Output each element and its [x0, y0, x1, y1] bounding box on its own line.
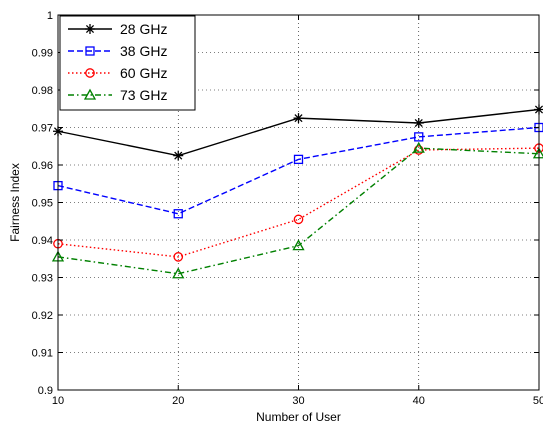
- y-tick-label: 0.97: [32, 123, 53, 135]
- legend-item: 73 GHz: [68, 87, 167, 103]
- legend-label: 60 GHz: [120, 65, 167, 81]
- legend-label: 73 GHz: [120, 87, 167, 103]
- legend-item: 38 GHz: [68, 43, 167, 59]
- data-point-triangle: [83, 88, 97, 100]
- series-line: [57, 126, 540, 215]
- x-tick-label: 30: [292, 395, 304, 407]
- legend-label: 38 GHz: [120, 43, 167, 59]
- y-tick-label: 0.92: [32, 310, 53, 322]
- data-point-square: [414, 132, 424, 142]
- x-axis-label: Number of User: [256, 410, 341, 424]
- data-point-circle: [173, 252, 184, 262]
- data-point-triangle: [412, 141, 425, 153]
- y-tick-label: 0.96: [32, 160, 53, 172]
- x-tick-label: 50: [533, 395, 543, 407]
- y-tick-label: 1: [47, 10, 53, 22]
- legend-item: 60 GHz: [68, 65, 167, 81]
- y-tick-label: 0.94: [32, 235, 53, 247]
- y-tick-label: 0.91: [32, 348, 53, 360]
- data-point-star: [293, 113, 304, 124]
- data-point-square: [85, 46, 95, 56]
- y-axis-label: Fairness Index: [8, 163, 22, 242]
- data-point-triangle: [292, 239, 305, 251]
- data-point-square: [293, 154, 304, 165]
- data-point-circle: [85, 68, 95, 78]
- y-tick-label: 0.98: [32, 85, 53, 97]
- legend-label: 28 GHz: [120, 21, 167, 37]
- ticks: 10 20 30 40 50 0.9 0.91 0.92 0.93 0.94 0.95 0.96 0.9…: [32, 10, 543, 407]
- y-tick-label: 0.99: [32, 48, 53, 60]
- data-point-circle: [293, 214, 304, 225]
- y-tick-label: 0.9: [38, 385, 53, 397]
- series-line: [57, 147, 540, 275]
- legend-item: 28 GHz: [68, 21, 167, 37]
- x-tick-label: 40: [413, 395, 425, 407]
- data-point-star: [173, 150, 184, 161]
- y-tick-label: 0.95: [32, 198, 53, 210]
- data-point-triangle: [172, 267, 185, 279]
- legend: 28 GHz 38 GHz 60 GHz 73 GHz: [59, 15, 196, 111]
- x-tick-label: 20: [172, 395, 184, 407]
- data-point-square: [173, 209, 183, 219]
- y-tick-label: 0.93: [32, 273, 53, 285]
- data-point-star: [413, 118, 424, 128]
- x-tick-label: 10: [52, 395, 64, 407]
- data-point-star: [85, 24, 95, 34]
- series-line: [57, 147, 540, 258]
